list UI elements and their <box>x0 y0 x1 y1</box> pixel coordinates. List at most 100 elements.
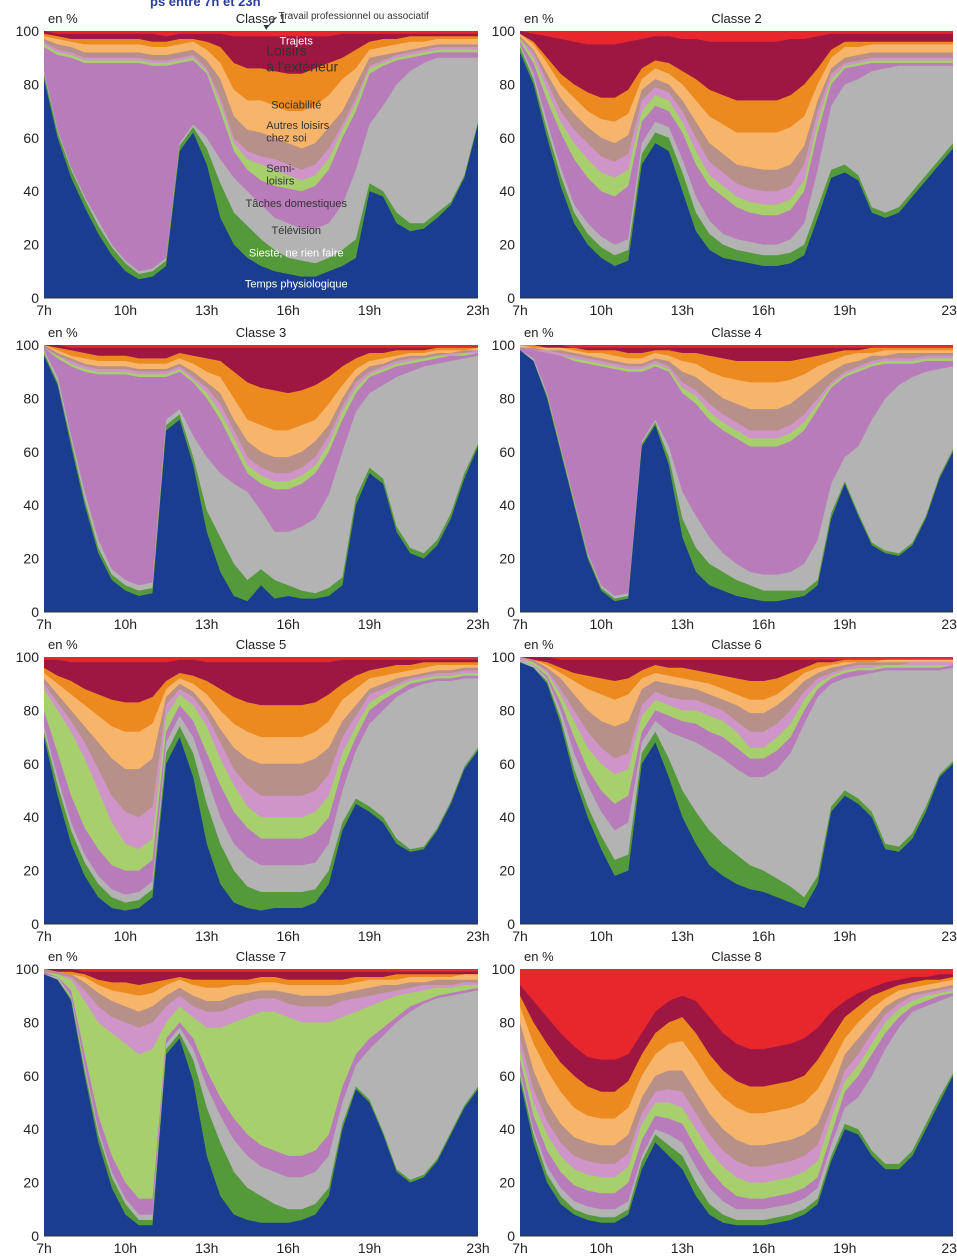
y-unit-label: en % <box>524 637 554 652</box>
y-tick-label: 40 <box>499 1121 515 1137</box>
y-tick-label: 40 <box>499 497 515 513</box>
y-tick-label: 100 <box>16 961 40 977</box>
chart-panel-1: 0 20 40 60 80 100 7h 10h 13h 16h 19h 23h en % Classe … <box>16 11 490 318</box>
y-tick-label: 80 <box>23 1014 39 1030</box>
series-area-physio <box>520 1075 953 1236</box>
x-tick-label: 19h <box>358 928 381 944</box>
y-tick-label: 0 <box>507 604 515 620</box>
x-tick-label: 23h <box>941 302 957 318</box>
x-tick-label: 23h <box>466 1240 489 1256</box>
x-tick-label: 16h <box>752 1240 775 1256</box>
category-label-semi: Semi-loisirs <box>266 163 295 188</box>
y-tick-label: 40 <box>499 809 515 825</box>
y-tick-label: 100 <box>492 961 516 977</box>
y-unit-label: en % <box>524 949 554 964</box>
figure-title-fragment: ps entre 7h et 23h <box>150 0 261 9</box>
y-tick-label: 80 <box>23 390 39 406</box>
y-tick-label: 40 <box>23 497 39 513</box>
x-tick-label: 23h <box>941 1240 957 1256</box>
y-unit-label: en % <box>48 637 78 652</box>
chart-panel-5: 0 20 40 60 80 100 7h 10h 13h 16h 19h 23h en % Classe … <box>16 637 490 944</box>
category-label-trajets: Trajets <box>280 35 314 47</box>
x-tick-label: 23h <box>466 928 489 944</box>
x-tick-label: 23h <box>466 616 489 632</box>
x-tick-label: 10h <box>114 616 137 632</box>
chart-title: Classe 6 <box>711 637 762 652</box>
series-area-physio <box>44 355 478 612</box>
y-tick-label: 20 <box>23 1175 39 1191</box>
y-tick-label: 80 <box>499 702 515 718</box>
x-tick-label: 10h <box>590 928 613 944</box>
travail-pointer-arrow <box>263 25 269 30</box>
y-tick-label: 0 <box>31 290 39 306</box>
y-tick-label: 100 <box>16 649 40 665</box>
x-tick-label: 16h <box>276 616 299 632</box>
chart-title: Classe 7 <box>236 949 287 964</box>
y-tick-label: 60 <box>499 130 515 146</box>
x-tick-label: 7h <box>36 302 52 318</box>
y-tick-label: 20 <box>23 237 39 253</box>
x-tick-label: 10h <box>590 302 613 318</box>
y-unit-label: en % <box>524 11 554 26</box>
chart-title: Classe 3 <box>236 325 287 340</box>
x-tick-label: 10h <box>114 302 137 318</box>
x-tick-label: 19h <box>358 1240 381 1256</box>
category-label-ext: Loisirs à l'extérieur <box>266 42 338 74</box>
chart-panel-6: 0 20 40 60 80 100 7h 10h 13h 16h 19h 23h en % Classe … <box>492 637 957 944</box>
y-unit-label: en % <box>524 325 554 340</box>
y-unit-label: en % <box>48 11 78 26</box>
x-tick-label: 16h <box>276 302 299 318</box>
chart-title: Classe 8 <box>711 949 762 964</box>
y-tick-label: 20 <box>499 1175 515 1191</box>
chart-panel-3: 0 20 40 60 80 100 7h 10h 13h 16h 19h 23h en % Classe … <box>16 325 490 632</box>
x-tick-label: 7h <box>36 928 52 944</box>
y-tick-label: 60 <box>23 130 39 146</box>
y-tick-label: 40 <box>499 183 515 199</box>
x-tick-label: 10h <box>114 928 137 944</box>
x-tick-label: 16h <box>276 928 299 944</box>
y-tick-label: 80 <box>23 702 39 718</box>
y-tick-label: 0 <box>31 1228 39 1244</box>
x-tick-label: 16h <box>752 928 775 944</box>
y-tick-label: 60 <box>23 756 39 772</box>
category-label-travail: Travail professionnel ou associatif <box>279 11 429 22</box>
y-tick-label: 40 <box>23 1121 39 1137</box>
y-tick-label: 20 <box>23 551 39 567</box>
x-tick-label: 13h <box>671 928 694 944</box>
x-tick-label: 19h <box>833 1240 856 1256</box>
y-tick-label: 100 <box>492 23 516 39</box>
y-tick-label: 20 <box>499 551 515 567</box>
x-tick-label: 7h <box>512 302 528 318</box>
y-tick-label: 60 <box>23 1068 39 1084</box>
x-tick-label: 19h <box>358 302 381 318</box>
y-tick-label: 20 <box>23 863 39 879</box>
chart-title: Classe 4 <box>711 325 762 340</box>
category-label-physio: Temps physiologique <box>245 278 348 290</box>
chart-title: Classe 1 <box>236 11 287 26</box>
y-tick-label: 80 <box>499 1014 515 1030</box>
x-tick-label: 13h <box>671 1240 694 1256</box>
y-tick-label: 60 <box>499 756 515 772</box>
x-tick-label: 10h <box>590 1240 613 1256</box>
y-tick-label: 0 <box>31 604 39 620</box>
series-area-physio <box>44 737 478 924</box>
category-label-sieste: Sieste, ne rien faire <box>249 248 344 260</box>
x-tick-label: 13h <box>195 616 218 632</box>
x-tick-label: 19h <box>833 616 856 632</box>
chart-panel-2: 0 20 40 60 80 100 7h 10h 13h 16h 19h 23h en % Classe … <box>492 11 957 318</box>
x-tick-label: 23h <box>466 302 489 318</box>
x-tick-label: 19h <box>833 928 856 944</box>
y-tick-label: 100 <box>16 23 40 39</box>
y-tick-label: 60 <box>499 1068 515 1084</box>
y-tick-label: 20 <box>499 863 515 879</box>
y-tick-label: 40 <box>23 183 39 199</box>
x-tick-label: 7h <box>512 616 528 632</box>
x-tick-label: 16h <box>752 616 775 632</box>
x-tick-label: 16h <box>752 302 775 318</box>
x-tick-label: 19h <box>833 302 856 318</box>
x-tick-label: 19h <box>358 616 381 632</box>
x-tick-label: 7h <box>512 1240 528 1256</box>
travail-pointer-line <box>266 16 277 29</box>
x-tick-label: 7h <box>512 928 528 944</box>
